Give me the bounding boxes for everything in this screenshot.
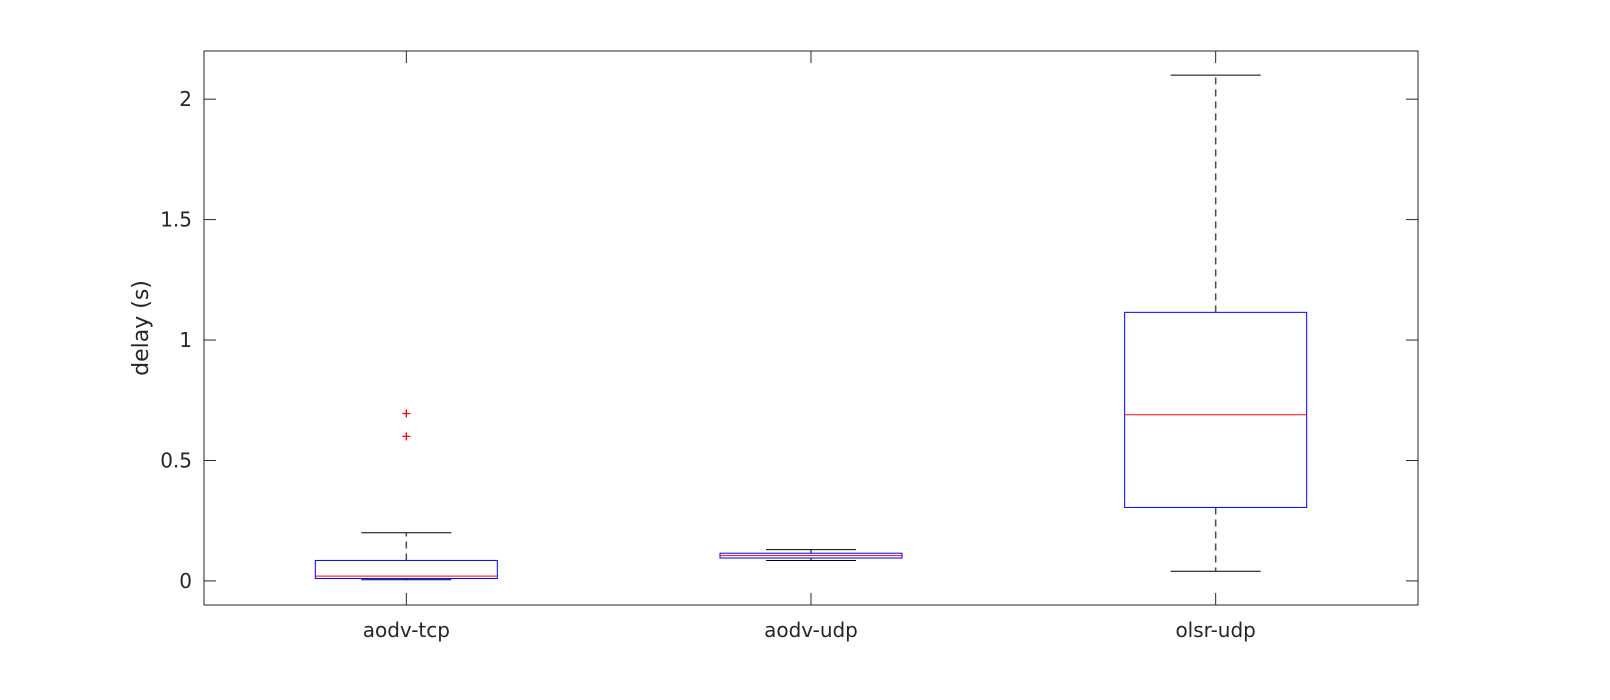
box-iqr (1124, 311, 1308, 508)
box-iqr (314, 559, 498, 580)
x-tick-label: olsr-udp (1175, 618, 1255, 642)
y-tick-label: 0.5 (160, 448, 192, 472)
y-tick-label: 0 (179, 569, 192, 593)
x-tick-label: aodv-udp (764, 618, 858, 642)
y-tick-label: 1.5 (160, 208, 192, 232)
y-axis-label: delay (s) (129, 280, 154, 376)
x-tick-label: aodv-tcp (363, 618, 450, 642)
outlier-marker (402, 409, 411, 418)
outlier-marker (402, 432, 411, 441)
chart-marks: 0 0.5 1 1.5 2 aodv-tcp aodv-udp olsr-udp (160, 51, 1418, 642)
y-tick-label: 2 (179, 87, 192, 111)
y-tick-label: 1 (179, 328, 192, 352)
